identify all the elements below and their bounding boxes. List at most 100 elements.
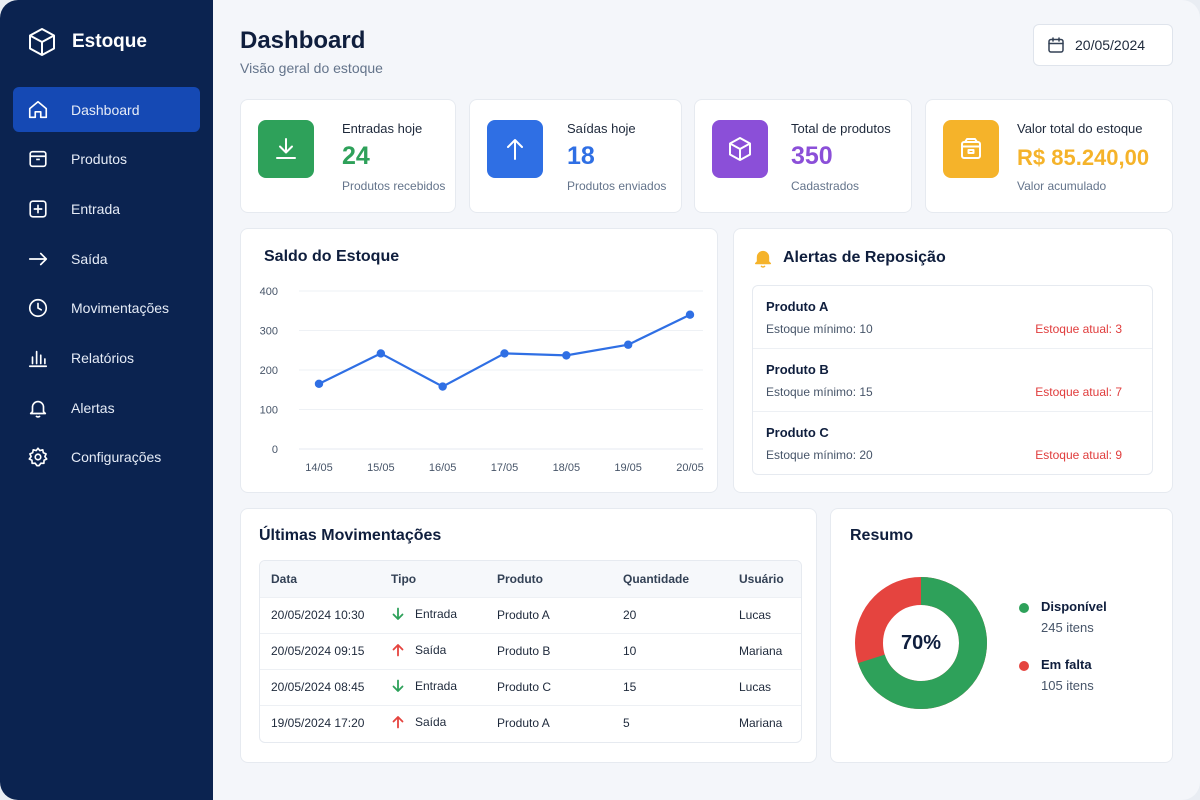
stat-description: Produtos recebidos: [342, 179, 446, 193]
cash-box-icon: [961, 138, 981, 159]
stat-title: Valor total do estoque: [1017, 121, 1143, 136]
stat-title: Saídas hoje: [567, 121, 636, 136]
sidebar-item-relatorios[interactable]: Relatórios: [13, 335, 200, 380]
page-title: Dashboard: [240, 27, 366, 54]
arrow-down-icon: [392, 607, 404, 620]
legend-dot: [1019, 661, 1029, 671]
alert-current-stock: Estoque atual: 3: [1035, 322, 1122, 336]
stock-balance-chart: 0 100 200 300 400 14/05 15/05 16/05 17/05 18/05 19…: [260, 286, 704, 474]
sidebar-item-configuracoes[interactable]: Configurações: [13, 435, 200, 480]
sidebar-item-saida[interactable]: Saída: [13, 236, 200, 281]
stat-card-saidas: Saídas hoje 18 Produtos enviados: [469, 99, 682, 213]
column-header-quantidade[interactable]: Quantidade: [612, 561, 728, 597]
table-row[interactable]: 20/05/2024 08:45 Entrada Produto C 15 Lu…: [260, 668, 801, 705]
x-tick-label: 15/05: [367, 462, 395, 474]
cube-logo-icon: [29, 28, 55, 56]
cell-product: Produto B: [486, 632, 612, 669]
table-row[interactable]: 20/05/2024 10:30 Entrada Produto A 20 Lu…: [260, 596, 801, 633]
movements-card: Últimas Movimentações Data Tipo Produto …: [240, 508, 817, 763]
alert-product-name: Produto C: [766, 425, 829, 440]
cell-type: Saída: [380, 632, 486, 669]
stat-description: Valor acumulado: [1017, 179, 1107, 193]
cell-date: 19/05/2024 17:20: [260, 704, 380, 741]
column-header-tipo[interactable]: Tipo: [380, 561, 486, 597]
sidebar: Estoque Dashboard Produtos Entrada Saída: [0, 0, 213, 800]
sidebar-nav: Dashboard Produtos Entrada Saída Movimen…: [13, 87, 200, 485]
table-row[interactable]: 19/05/2024 17:20 Saída Produto A 5 Maria…: [260, 704, 801, 741]
y-tick-label: 400: [260, 286, 278, 298]
cell-type-label: Saída: [415, 642, 447, 657]
x-tick-label: 14/05: [305, 462, 333, 474]
arrow-right-icon: [28, 252, 48, 265]
stat-description: Cadastrados: [791, 179, 860, 193]
sidebar-item-label: Movimentações: [71, 300, 170, 317]
brand[interactable]: Estoque: [28, 27, 147, 57]
sidebar-item-dashboard[interactable]: Dashboard: [13, 87, 200, 132]
gear-icon: [28, 447, 48, 467]
alert-min-stock: Estoque mínimo: 10: [766, 322, 873, 336]
data-point: [685, 310, 695, 319]
stock-balance-card: Saldo do Estoque 0 100 200 300 400 14/05 15/05…: [240, 228, 718, 493]
stat-icon-bg: [487, 120, 543, 178]
sidebar-item-label: Entrada: [71, 200, 121, 217]
stat-value: 18: [567, 142, 595, 170]
arrow-up-icon: [392, 643, 404, 656]
stat-icon-bg: [943, 120, 999, 178]
alert-min-stock: Estoque mínimo: 15: [766, 385, 873, 399]
cell-date: 20/05/2024 09:15: [260, 632, 380, 669]
data-point: [376, 349, 386, 358]
sidebar-item-produtos[interactable]: Produtos: [13, 137, 200, 182]
summary-title: Resumo: [850, 527, 914, 544]
alerts-title: Alertas de Reposição: [783, 249, 946, 266]
stat-value: R$ 85.240,00: [1017, 145, 1150, 170]
cell-type: Entrada: [380, 668, 486, 705]
arrow-up-icon: [392, 715, 404, 729]
legend-label: Em falta: [1041, 657, 1092, 672]
calendar-icon: [1048, 37, 1064, 53]
download-icon: [276, 138, 296, 159]
data-point: [314, 379, 324, 389]
y-tick-label: 200: [260, 365, 278, 377]
alert-item[interactable]: Produto C Estoque mínimo: 20 Estoque atu…: [753, 412, 1152, 475]
stat-card-valor-estoque: Valor total do estoque R$ 85.240,00 Valo…: [925, 99, 1173, 213]
cell-quantity: 10: [612, 632, 728, 669]
cell-type-label: Entrada: [415, 678, 458, 693]
data-point: [623, 340, 633, 349]
column-header-produto[interactable]: Produto: [486, 561, 612, 597]
sidebar-item-movimentacoes[interactable]: Movimentações: [13, 286, 200, 331]
stat-title: Total de produtos: [791, 121, 891, 136]
bar-chart-icon: [28, 350, 48, 368]
sidebar-item-entrada[interactable]: Entrada: [13, 186, 200, 231]
arrow-down-icon: [392, 679, 404, 692]
alert-item[interactable]: Produto A Estoque mínimo: 10 Estoque atu…: [753, 286, 1152, 349]
arrow-up-icon: [507, 139, 523, 160]
cell-type-label: Entrada: [415, 606, 458, 621]
movements-table: Data Tipo Produto Quantidade Usuário 20/…: [259, 560, 802, 743]
alert-product-name: Produto A: [766, 299, 829, 314]
date-picker-button[interactable]: 20/05/2024: [1033, 24, 1173, 66]
stat-card-total-produtos: Total de produtos 350 Cadastrados: [694, 99, 912, 213]
chart-title: Saldo do Estoque: [264, 248, 400, 265]
sidebar-item-label: Dashboard: [71, 101, 140, 118]
alert-list: Produto A Estoque mínimo: 10 Estoque atu…: [752, 285, 1153, 475]
box-icon: [29, 151, 47, 168]
alert-min-stock: Estoque mínimo: 20: [766, 448, 873, 462]
main-content: Dashboard Visão geral do estoque 20/05/2…: [213, 0, 1200, 800]
stat-title: Entradas hoje: [342, 121, 423, 136]
cell-quantity: 20: [612, 596, 728, 633]
plus-square-icon: [29, 200, 47, 218]
column-header-data[interactable]: Data: [260, 561, 380, 597]
y-tick-label: 0: [272, 444, 278, 456]
x-tick-label: 20/05: [676, 462, 704, 474]
cell-type-label: Saída: [415, 714, 447, 729]
alert-current-stock: Estoque atual: 9: [1035, 448, 1122, 462]
sidebar-item-alertas[interactable]: Alertas: [13, 385, 200, 430]
column-header-usuario[interactable]: Usuário: [728, 561, 801, 597]
cell-quantity: 15: [612, 668, 728, 705]
cell-user: Mariana: [728, 704, 801, 741]
data-point: [438, 382, 447, 391]
bell-icon: [754, 250, 772, 268]
alert-item[interactable]: Produto B Estoque mínimo: 15 Estoque atu…: [753, 349, 1152, 412]
table-row[interactable]: 20/05/2024 09:15 Saída Produto B 10 Mari…: [260, 632, 801, 669]
